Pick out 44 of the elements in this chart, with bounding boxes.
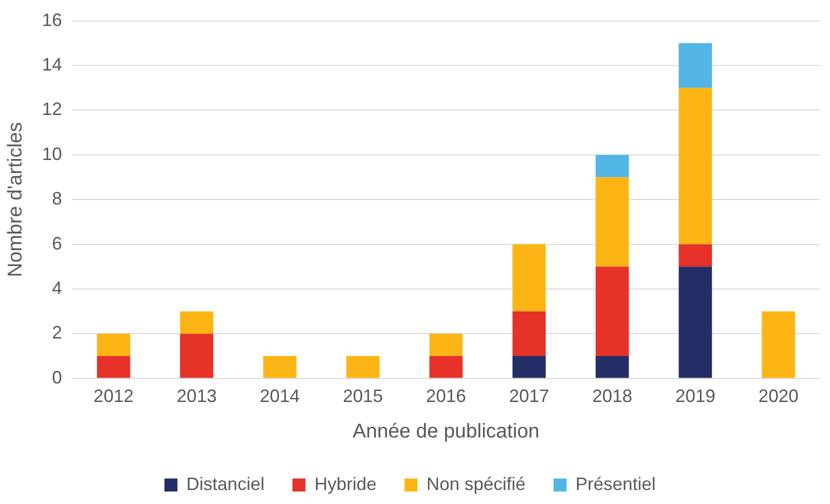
- x-axis-title: Année de publication: [352, 420, 540, 443]
- x-tick-label: 2017: [509, 386, 550, 406]
- bar: [596, 154, 629, 178]
- y-tick-label: 2: [52, 322, 62, 343]
- x-tick-label: 2014: [260, 386, 300, 406]
- bar: [596, 356, 629, 378]
- x-tick-label: 2020: [758, 386, 798, 406]
- y-tick-label: 10: [42, 144, 62, 164]
- y-tick-label: 14: [42, 54, 62, 74]
- bar: [96, 334, 130, 356]
- bar: [762, 311, 796, 378]
- bar: [263, 356, 296, 378]
- y-tick-label: 4: [52, 278, 62, 298]
- bar: [512, 244, 546, 312]
- bar: [96, 356, 130, 378]
- legend-label: Hybride: [314, 474, 376, 494]
- legend-label: Distanciel: [186, 474, 264, 494]
- bar: [180, 311, 214, 334]
- bar: [596, 266, 629, 356]
- y-tick-label: 0: [52, 367, 62, 388]
- bar: [678, 43, 712, 88]
- bar: [512, 356, 546, 378]
- bar: [512, 311, 546, 356]
- bar: [429, 334, 463, 356]
- x-tick-label: 2018: [592, 386, 632, 406]
- x-tick-label: 2016: [426, 386, 466, 406]
- x-tick-label: 2015: [342, 386, 383, 406]
- y-tick-label: 12: [42, 99, 62, 120]
- bar: [180, 334, 214, 378]
- y-tick-label: 6: [52, 233, 62, 254]
- bar: [346, 356, 380, 378]
- bar: [429, 356, 463, 378]
- y-tick-label: 16: [42, 10, 62, 30]
- x-tick-label: 2012: [94, 386, 134, 406]
- bar: [678, 244, 712, 267]
- x-tick-label: 2019: [675, 386, 716, 406]
- y-axis-title: Nombre d'articles: [4, 122, 27, 278]
- y-tick-label: 8: [52, 188, 62, 209]
- bar: [596, 177, 629, 267]
- legend-label: Non spécifié: [426, 474, 526, 494]
- bar: [678, 88, 712, 244]
- x-tick-label: 2013: [176, 386, 217, 406]
- legend-label: Présentiel: [576, 474, 656, 494]
- bar: [678, 266, 712, 378]
